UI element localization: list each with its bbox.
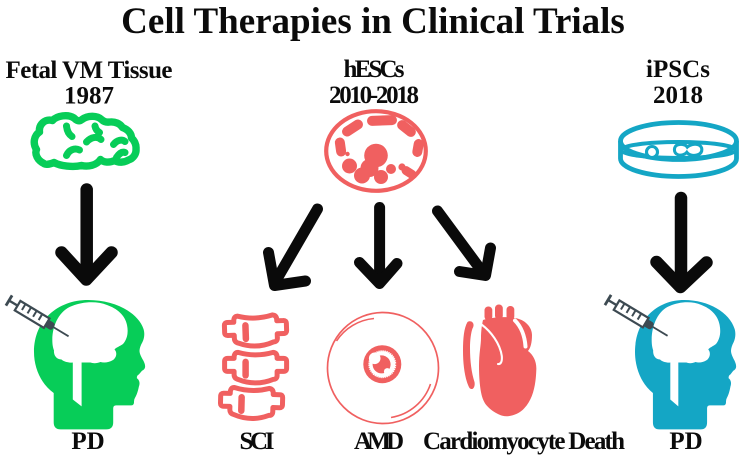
- svg-text:2018: 2018: [653, 82, 703, 109]
- svg-text:PD: PD: [71, 428, 104, 455]
- svg-text:1987: 1987: [64, 83, 114, 110]
- svg-text:Cell Therapies in Clinical Tri: Cell Therapies in Clinical Trials: [121, 1, 625, 42]
- svg-text:2010-2018: 2010-2018: [329, 82, 419, 109]
- svg-text:SCI: SCI: [240, 428, 275, 455]
- svg-text:AMD: AMD: [354, 428, 404, 455]
- svg-text:PD: PD: [669, 428, 702, 455]
- svg-text:Cardiomyocyte Death: Cardiomyocyte Death: [423, 428, 625, 455]
- svg-text:iPSCs: iPSCs: [646, 56, 710, 83]
- svg-text:hESCs: hESCs: [344, 56, 405, 83]
- svg-text:Fetal VM Tissue: Fetal VM Tissue: [6, 57, 173, 84]
